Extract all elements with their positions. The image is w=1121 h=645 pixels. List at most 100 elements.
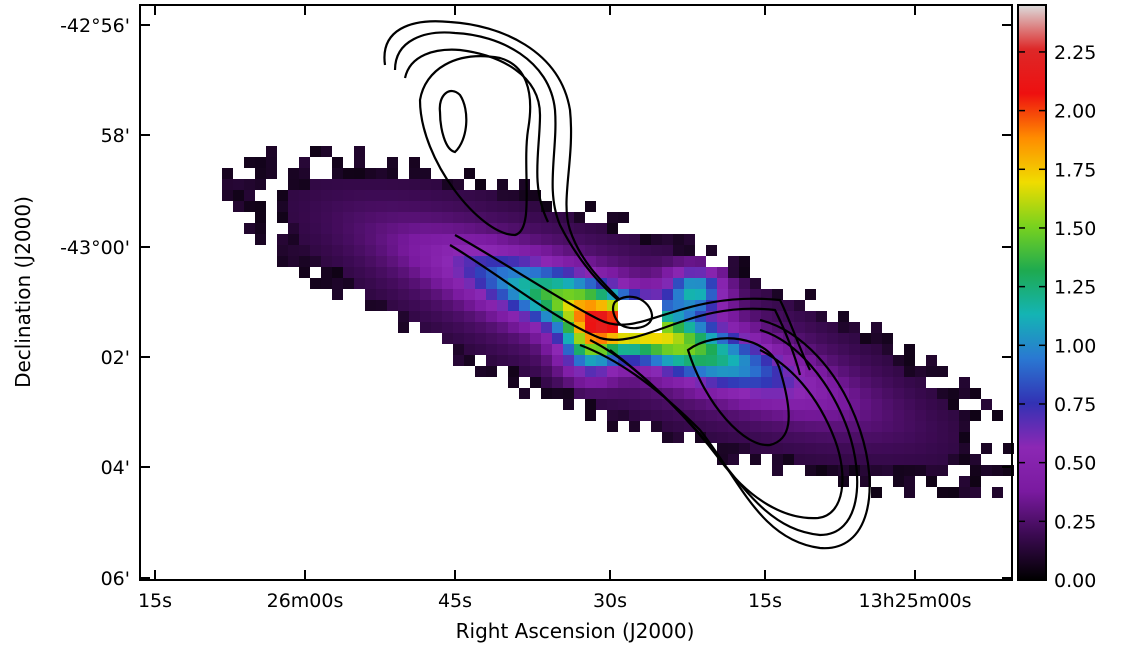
heatmap-cell (706, 311, 717, 322)
heatmap-cell (607, 333, 618, 344)
heatmap-cell (398, 300, 409, 311)
heatmap-cell (354, 201, 365, 212)
heatmap-cell (310, 179, 321, 190)
heatmap-cell (662, 399, 673, 410)
heatmap-cell (728, 355, 739, 366)
heatmap-cell (750, 289, 761, 300)
heatmap-cell (783, 377, 794, 388)
heatmap-cell (541, 366, 552, 377)
heatmap-cell (838, 421, 849, 432)
heatmap-cell (387, 289, 398, 300)
heatmap-cell (618, 245, 629, 256)
heatmap-cell (860, 399, 871, 410)
heatmap-cell (816, 399, 827, 410)
heatmap-cell (508, 245, 519, 256)
heatmap-cell (717, 278, 728, 289)
heatmap-cell (948, 432, 959, 443)
heatmap-cell (937, 443, 948, 454)
heatmap-cell (464, 234, 475, 245)
heatmap-cell (651, 289, 662, 300)
heatmap-cell (376, 223, 387, 234)
heatmap-cell (827, 344, 838, 355)
heatmap-cell (904, 487, 915, 498)
heatmap-cell (816, 465, 827, 476)
heatmap-cell (365, 256, 376, 267)
heatmap-cell (728, 289, 739, 300)
heatmap-cell (629, 355, 640, 366)
heatmap-cell (508, 355, 519, 366)
heatmap-cell (871, 333, 882, 344)
heatmap-cell (596, 300, 607, 311)
heatmap-cell (387, 267, 398, 278)
heatmap-cell (552, 333, 563, 344)
heatmap-cell (926, 366, 937, 377)
heatmap-cell (442, 278, 453, 289)
x-tick-label: 45s (438, 590, 472, 612)
heatmap-cell (948, 443, 959, 454)
heatmap-cell (343, 234, 354, 245)
heatmap-cell (442, 256, 453, 267)
heatmap-cell (827, 366, 838, 377)
heatmap-cell (849, 366, 860, 377)
heatmap-cell (662, 289, 673, 300)
heatmap-cell (629, 399, 640, 410)
heatmap-cell (332, 179, 343, 190)
heatmap-cell (222, 190, 233, 201)
heatmap-cell (277, 245, 288, 256)
heatmap-cell (475, 333, 486, 344)
heatmap-cell (464, 278, 475, 289)
heatmap-cell (431, 278, 442, 289)
heatmap-cell (376, 256, 387, 267)
heatmap-cell (486, 300, 497, 311)
heatmap-cell (761, 421, 772, 432)
heatmap-cell (244, 179, 255, 190)
heatmap-cell (486, 344, 497, 355)
heatmap-cell (299, 179, 310, 190)
heatmap-cell (299, 212, 310, 223)
heatmap-cell (783, 344, 794, 355)
heatmap-cell (739, 399, 750, 410)
heatmap-cell (508, 256, 519, 267)
heatmap-cell (728, 399, 739, 410)
heatmap-cell (805, 366, 816, 377)
heatmap-cell (684, 399, 695, 410)
contour-north-mid (393, 31, 619, 301)
heatmap-cell (585, 278, 596, 289)
heatmap-cell (574, 388, 585, 399)
heatmap-cell (541, 311, 552, 322)
heatmap-cell (552, 245, 563, 256)
heatmap-cell (519, 179, 530, 190)
heatmap-cell (882, 366, 893, 377)
heatmap-cell (420, 311, 431, 322)
heatmap-cell (728, 443, 739, 454)
heatmap-cell (519, 300, 530, 311)
heatmap-cell (563, 311, 574, 322)
heatmap-cell (497, 179, 508, 190)
heatmap-cell (959, 476, 970, 487)
heatmap-cell (915, 410, 926, 421)
heatmap-cell (486, 322, 497, 333)
heatmap-cell (695, 289, 706, 300)
heatmap-cell (475, 179, 486, 190)
heatmap-cell (530, 377, 541, 388)
heatmap-cell (970, 410, 981, 421)
heatmap-cell (563, 366, 574, 377)
heatmap-cell (706, 289, 717, 300)
heatmap-cell (387, 300, 398, 311)
heatmap-cell (431, 212, 442, 223)
heatmap-cell (607, 344, 618, 355)
heatmap-cell (684, 234, 695, 245)
heatmap-cell (783, 432, 794, 443)
heatmap-cell (530, 344, 541, 355)
heatmap-cell (508, 267, 519, 278)
heatmap-cell (629, 366, 640, 377)
heatmap-cell (321, 256, 332, 267)
heatmap-cell (673, 410, 684, 421)
colorbar: 0.00 0.25 0.50 0.75 1.00 1.25 1.50 1.75 2.00 2.25 (1017, 4, 1096, 592)
heatmap-cell (563, 355, 574, 366)
heatmap-cell (585, 300, 596, 311)
heatmap-cell (673, 322, 684, 333)
heatmap-cell (574, 212, 585, 223)
heatmap-cell (640, 410, 651, 421)
heatmap-cell (222, 179, 233, 190)
